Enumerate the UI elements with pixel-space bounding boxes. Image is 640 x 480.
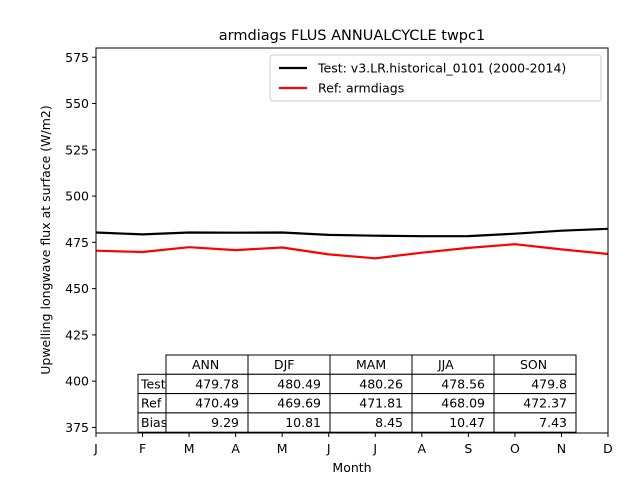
table-cell-value: 471.81: [359, 396, 403, 411]
chart-title: armdiags FLUS ANNUALCYCLE twpc1: [219, 28, 485, 44]
y-tick-label: 500: [65, 189, 89, 204]
x-tick-label: J: [372, 441, 377, 456]
x-tick-label: A: [231, 441, 240, 456]
legend-label-test: Test: v3.LR.historical_0101 (2000-2014): [317, 61, 566, 76]
table-header-label: SON: [520, 357, 547, 372]
x-tick-label: J: [93, 441, 98, 456]
legend-label-ref: Ref: armdiags: [318, 81, 404, 96]
x-tick-label: D: [603, 441, 613, 456]
table-cell-value: 480.49: [277, 376, 321, 391]
table-cell-value: 478.56: [441, 376, 485, 391]
table-cell-value: 470.49: [195, 396, 239, 411]
legend: Test: v3.LR.historical_0101 (2000-2014) R…: [269, 54, 602, 102]
x-tick-label: F: [139, 441, 146, 456]
table-cell-value: 469.69: [277, 396, 321, 411]
y-tick-label: 575: [65, 50, 89, 65]
table-header-label: JJA: [437, 357, 454, 372]
x-tick-label: O: [510, 441, 520, 456]
x-tick-label: S: [464, 441, 472, 456]
y-tick-label: 475: [65, 235, 89, 250]
y-tick-label: 450: [65, 281, 89, 296]
y-tick-label: 400: [65, 374, 89, 389]
x-tick-label: J: [326, 441, 331, 456]
table-row-label: Bias: [141, 415, 167, 430]
y-tick-label: 550: [65, 96, 89, 111]
y-tick-label: 525: [65, 142, 89, 157]
table-header-label: ANN: [192, 357, 219, 372]
y-tick-label: 425: [65, 327, 89, 342]
table-cell-value: 479.8: [531, 376, 567, 391]
table-cell-value: 10.81: [285, 415, 321, 430]
stats-table: ANN DJF MAM JJA SON Test 479.78 480.49 480.26 478…: [137, 354, 577, 433]
x-tick-label: M: [277, 441, 288, 456]
table-cell: [493, 412, 577, 433]
table-header-label: DJF: [274, 357, 295, 372]
table-header-label: MAM: [356, 357, 386, 372]
y-tick-label: 375: [65, 420, 89, 435]
x-tick-label: N: [557, 441, 566, 456]
table-cell-value: 480.26: [359, 376, 403, 391]
legend-box: [269, 54, 602, 102]
table-cell-value: 8.45: [375, 415, 403, 430]
table-row-label: Test: [140, 376, 166, 391]
table-cell-value: 10.47: [449, 415, 485, 430]
table-cell-value: 468.09: [441, 396, 485, 411]
x-tick-label: M: [184, 441, 195, 456]
table-cell-value: 9.29: [211, 415, 239, 430]
series-line-ref: [95, 243, 609, 260]
x-tick-label: A: [418, 441, 427, 456]
table-cell-value: 7.43: [539, 415, 567, 430]
table-cell-value: 472.37: [523, 396, 567, 411]
x-axis-label: Month: [332, 460, 371, 475]
axes-frame: [95, 47, 609, 434]
table-cell-value: 479.78: [195, 376, 239, 391]
table-row-label: Ref: [141, 396, 162, 411]
series-line-test: [95, 227, 609, 238]
y-axis-label: Upwelling longwave flux at surface (W/m2…: [38, 105, 53, 375]
